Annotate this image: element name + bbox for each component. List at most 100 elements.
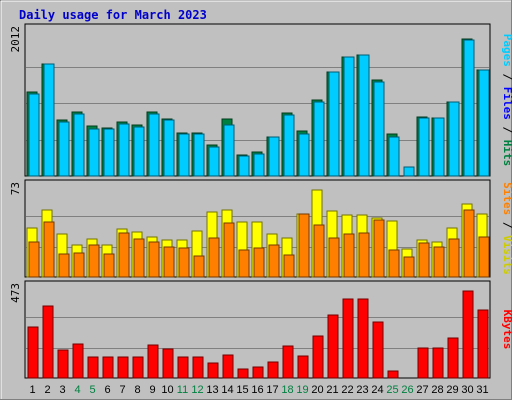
bar-files-day-1 [28,93,40,177]
bar-kbytes-day-31 [477,309,489,379]
bar-files-day-3 [58,121,70,177]
bar-sites-day-17 [268,244,280,278]
bar-sites-day-10 [163,246,175,278]
bar-files-day-31 [478,69,490,177]
bar-sites-day-1 [28,241,40,278]
bar-kbytes-day-29 [447,337,459,379]
x-tick-day-21: 21 [326,384,338,396]
bar-kbytes-day-4 [72,343,84,379]
bar-kbytes-day-15 [237,368,249,379]
bar-sites-day-2 [43,221,55,278]
panel-kbytes: 473 KBytes [9,280,512,379]
bar-kbytes-day-22 [342,298,354,379]
bar-sites-day-13 [208,237,220,278]
bar-sites-day-4 [73,252,85,278]
bar-kbytes-day-20 [312,335,324,379]
bar-kbytes-day-28 [432,347,444,379]
bar-sites-day-20 [313,224,325,278]
bar-sites-day-31 [478,236,490,278]
bar-sites-day-16 [253,247,265,278]
bar-kbytes-day-16 [252,366,264,379]
x-tick-day-1: 1 [29,384,35,396]
bar-sites-day-11 [178,247,190,278]
x-tick-day-10: 10 [161,384,173,396]
bar-files-day-16 [253,153,265,177]
legend-text-2: Visits [501,235,512,275]
bar-files-day-25 [388,136,400,177]
legend-text-1: / [501,67,512,87]
bar-kbytes-day-12 [192,356,204,379]
x-tick-day-11: 11 [177,384,188,396]
legend-text-3: / [501,120,512,140]
x-tick-day-28: 28 [431,384,443,396]
bar-kbytes-day-7 [117,356,129,379]
x-tick-day-7: 7 [119,384,125,396]
bar-kbytes-day-2 [42,305,54,379]
bar-sites-day-8 [133,238,145,278]
bar-kbytes-day-17 [267,361,279,379]
bar-sites-day-6 [103,253,115,278]
bar-kbytes-day-11 [177,356,189,379]
bar-files-day-6 [103,128,115,177]
x-tick-day-22: 22 [341,384,353,396]
bar-kbytes-day-1 [27,326,39,379]
bar-kbytes-day-30 [462,290,474,379]
bar-sites-day-19 [298,213,310,278]
x-tick-day-30: 30 [461,384,473,396]
bar-sites-day-24 [373,219,385,278]
bar-files-day-22 [343,56,355,177]
bar-files-day-24 [373,81,385,177]
bar-kbytes-day-6 [102,356,114,379]
bar-files-day-19 [298,133,310,177]
panel-hits_files_pages: 2012 Pages / Files / Hits [9,23,512,177]
bar-kbytes-day-24 [372,321,384,379]
x-tick-day-18: 18 [281,384,293,396]
x-tick-day-3: 3 [59,384,65,396]
x-tick-day-6: 6 [104,384,110,396]
legend-text-4: Hits [501,140,512,167]
panels-layer: 2012 Pages / Files / Hits 73 Sites / Visits… [9,23,512,379]
bar-kbytes-day-25 [387,370,399,379]
chart-title: Daily usage for March 2023 [19,8,207,22]
bar-files-day-30 [463,39,475,177]
x-tick-day-29: 29 [446,384,458,396]
bar-kbytes-day-27 [417,347,429,379]
bar-kbytes-day-10 [162,348,174,379]
y-max-label: 73 [9,182,22,195]
bar-files-day-2 [43,63,55,177]
x-tick-day-26: 26 [401,384,413,396]
side-legend-hits_files_pages: Pages / Files / Hits [501,34,512,167]
bar-files-day-17 [268,136,280,177]
bar-files-day-14 [223,124,235,177]
bar-files-day-10 [163,119,175,177]
x-tick-day-15: 15 [236,384,248,396]
bar-sites-day-5 [88,244,100,278]
bar-sites-day-7 [118,232,130,278]
bar-files-day-5 [88,128,100,177]
x-tick-day-13: 13 [206,384,218,396]
bar-sites-day-12 [193,255,205,278]
bar-files-day-4 [73,113,85,177]
bar-sites-day-14 [223,222,235,278]
bar-kbytes-day-14 [222,354,234,379]
bar-kbytes-day-23 [357,298,369,379]
x-tick-day-31: 31 [476,384,488,396]
x-tick-day-2: 2 [44,384,50,396]
bar-sites-day-3 [58,253,70,278]
bar-files-day-9 [148,113,160,177]
bar-files-day-18 [283,114,295,177]
x-axis-tick-labels: 1 2 3 4 5 6 7 8 9 10 11 12 13 14 15 16 17 18 19 20 21 22 23 24 2… [29,384,488,396]
legend-text-0: Sites [501,182,512,215]
bar-sites-day-23 [358,232,370,278]
bar-kbytes-day-18 [282,345,294,379]
x-tick-day-23: 23 [356,384,368,396]
x-tick-day-25: 25 [386,384,398,396]
bar-kbytes-day-8 [132,356,144,379]
bar-files-day-8 [133,126,145,177]
bar-files-day-23 [358,54,370,177]
bar-sites-day-25 [388,249,400,278]
x-tick-day-14: 14 [221,384,233,396]
x-tick-day-19: 19 [296,384,308,396]
bar-kbytes-day-21 [327,314,339,379]
